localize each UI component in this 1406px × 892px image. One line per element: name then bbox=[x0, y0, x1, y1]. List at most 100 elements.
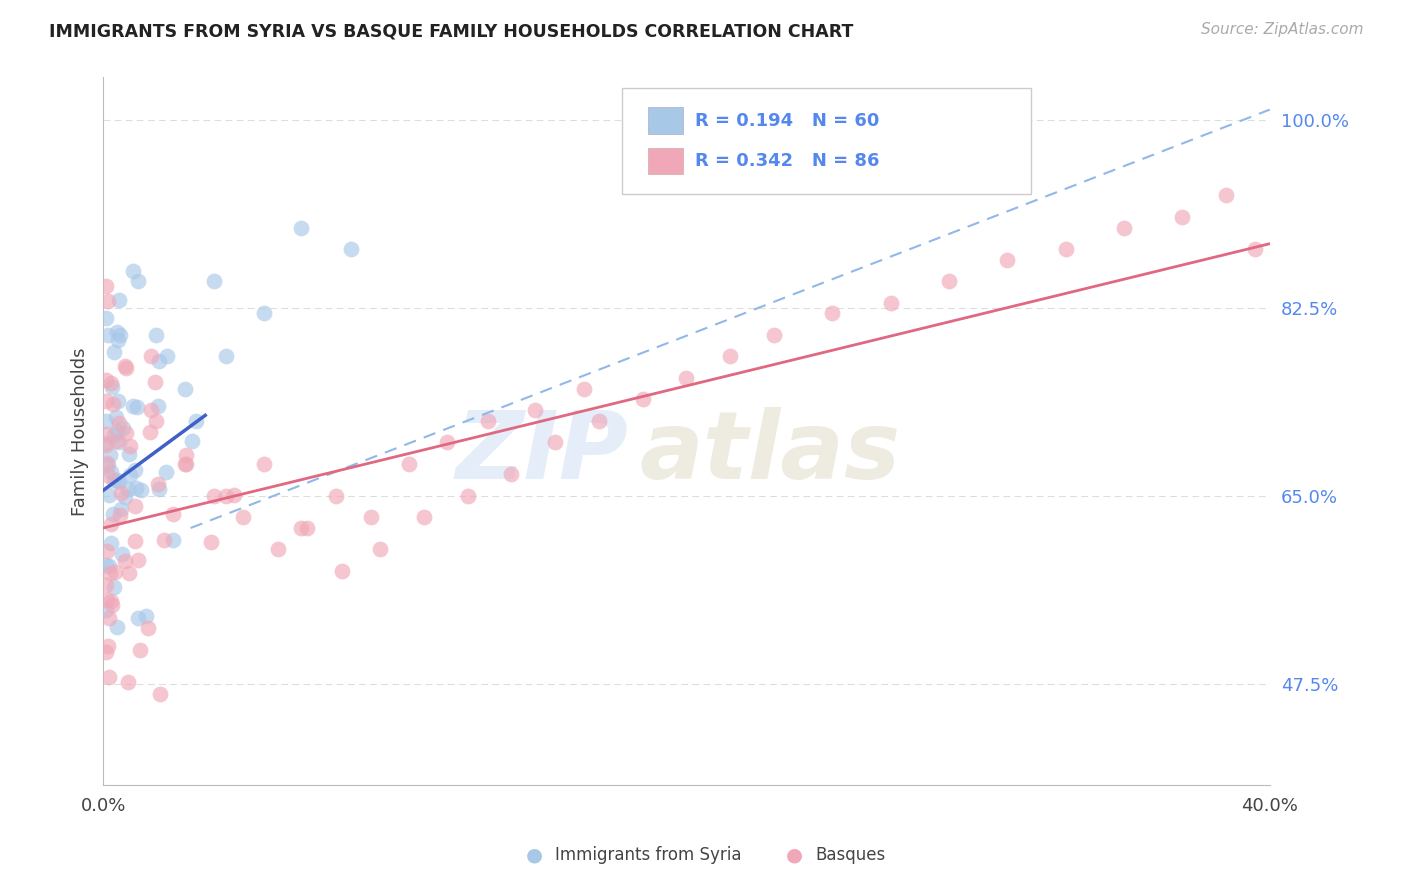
Point bbox=[523, 403, 546, 417]
Text: R = 0.194   N = 60: R = 0.194 N = 60 bbox=[695, 112, 879, 129]
Point bbox=[129, 483, 152, 498]
Point bbox=[103, 508, 125, 522]
Point bbox=[145, 327, 167, 342]
Point bbox=[718, 349, 741, 363]
Text: ●: ● bbox=[786, 845, 803, 864]
Point bbox=[631, 392, 654, 407]
Point bbox=[202, 274, 225, 288]
Text: atlas: atlas bbox=[640, 407, 901, 499]
Point bbox=[100, 536, 122, 550]
Point bbox=[544, 435, 567, 450]
Point bbox=[100, 516, 122, 531]
Text: Immigrants from Syria: Immigrants from Syria bbox=[555, 846, 742, 863]
Point bbox=[138, 425, 160, 439]
Y-axis label: Family Households: Family Households bbox=[72, 347, 89, 516]
Point bbox=[94, 413, 117, 427]
Point bbox=[141, 403, 163, 417]
Point bbox=[995, 252, 1018, 267]
Point bbox=[103, 428, 125, 442]
Point bbox=[290, 521, 312, 535]
Point bbox=[501, 467, 523, 482]
Point bbox=[214, 349, 236, 363]
Point bbox=[436, 435, 458, 450]
Point bbox=[122, 264, 145, 278]
Point bbox=[118, 566, 141, 580]
Point bbox=[101, 397, 124, 411]
Point bbox=[127, 553, 149, 567]
Point bbox=[107, 333, 129, 347]
Point bbox=[94, 310, 117, 325]
Point bbox=[97, 611, 120, 625]
Point bbox=[108, 293, 131, 307]
Point bbox=[148, 399, 170, 413]
Point bbox=[252, 457, 274, 471]
Point bbox=[120, 439, 142, 453]
Point bbox=[97, 488, 120, 502]
Point bbox=[97, 294, 120, 309]
Point bbox=[398, 457, 420, 471]
Point bbox=[124, 463, 146, 477]
Point bbox=[96, 558, 118, 572]
Point bbox=[94, 438, 117, 452]
Point bbox=[98, 566, 121, 581]
Point bbox=[94, 278, 117, 293]
Point bbox=[100, 376, 122, 390]
Point bbox=[173, 457, 195, 471]
Point bbox=[148, 483, 170, 497]
Point bbox=[136, 622, 159, 636]
Point bbox=[1215, 188, 1237, 202]
Point bbox=[97, 458, 120, 472]
Point bbox=[114, 359, 136, 373]
Point bbox=[145, 414, 167, 428]
Point bbox=[94, 578, 117, 592]
Point bbox=[117, 674, 139, 689]
Point bbox=[232, 510, 254, 524]
Point bbox=[413, 510, 436, 524]
Point bbox=[94, 427, 117, 442]
Point bbox=[118, 447, 141, 461]
Point bbox=[105, 620, 128, 634]
Point bbox=[101, 599, 124, 613]
Point bbox=[96, 544, 118, 558]
Point bbox=[111, 547, 134, 561]
Point bbox=[330, 564, 353, 578]
Point bbox=[108, 508, 131, 523]
Bar bbox=[648, 147, 683, 175]
Text: ●: ● bbox=[526, 845, 543, 864]
Point bbox=[103, 580, 125, 594]
Point bbox=[96, 593, 118, 607]
Point bbox=[108, 416, 131, 430]
Point bbox=[146, 476, 169, 491]
Point bbox=[104, 409, 127, 424]
Point bbox=[181, 434, 204, 448]
Point bbox=[104, 565, 127, 579]
Point bbox=[173, 382, 195, 396]
Point bbox=[100, 593, 122, 607]
Point bbox=[297, 521, 319, 535]
Point bbox=[94, 373, 117, 387]
Text: Source: ZipAtlas.com: Source: ZipAtlas.com bbox=[1201, 22, 1364, 37]
Point bbox=[110, 486, 132, 500]
Point bbox=[135, 609, 157, 624]
Point bbox=[200, 535, 222, 549]
Point bbox=[114, 554, 136, 568]
Point bbox=[94, 436, 117, 450]
Point bbox=[127, 611, 149, 625]
Point bbox=[103, 473, 125, 487]
Point bbox=[124, 499, 146, 513]
Point bbox=[368, 542, 391, 557]
Bar bbox=[648, 107, 683, 134]
Point bbox=[127, 274, 149, 288]
Point bbox=[325, 489, 347, 503]
Point bbox=[127, 401, 149, 415]
Point bbox=[111, 421, 134, 435]
Point bbox=[110, 501, 132, 516]
Point bbox=[360, 510, 382, 524]
Point bbox=[1171, 210, 1194, 224]
Point bbox=[115, 425, 138, 440]
Text: IMMIGRANTS FROM SYRIA VS BASQUE FAMILY HOUSEHOLDS CORRELATION CHART: IMMIGRANTS FROM SYRIA VS BASQUE FAMILY H… bbox=[49, 22, 853, 40]
Point bbox=[149, 688, 172, 702]
Point bbox=[121, 399, 143, 413]
Point bbox=[162, 508, 184, 522]
Point bbox=[103, 345, 125, 359]
